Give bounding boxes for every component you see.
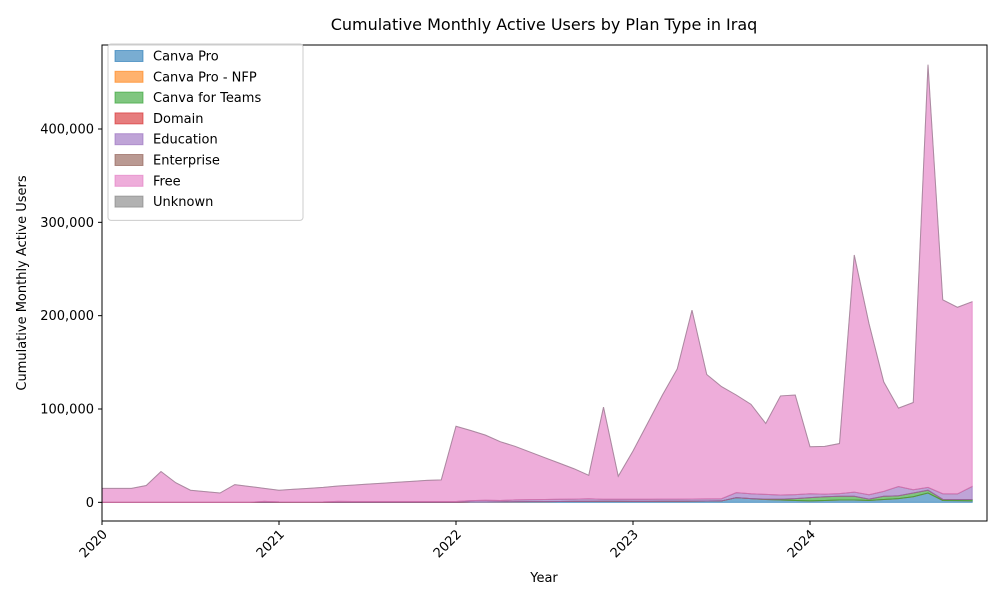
legend-label: Canva for Teams [153,91,261,106]
y-tick-label: 200,000 [40,309,94,324]
plot-frame [101,44,988,522]
y-tick-label: 400,000 [40,123,94,138]
legend-swatch [114,70,144,83]
legend-swatch [114,195,144,208]
legend-swatch [114,133,144,146]
legend-label: Domain [153,112,203,127]
x-axis-label: Year [529,571,558,586]
area-layers [101,64,973,503]
y-axis-label: Cumulative Monthly Active Users [15,175,30,390]
legend-swatch [114,174,144,187]
legend-label: Education [153,133,218,148]
y-tick-label: 0 [86,496,94,511]
y-tick-label: 100,000 [40,403,94,418]
legend-swatch [114,50,144,62]
chart-title: Cumulative Monthly Active Users by Plan … [331,15,758,34]
legend-swatch [114,154,144,166]
legend-swatch [114,91,144,104]
y-axis: 0 100,000 200,000 300,000 400,000 [40,123,102,511]
legend-box [107,43,304,221]
legend-label: Free [153,174,181,189]
area-unknown [102,64,973,494]
legend-label: Canva Pro [153,50,219,65]
legend-label: Unknown [153,195,213,210]
y-tick-label: 300,000 [40,216,94,231]
legend-label: Canva Pro - NFP [153,70,257,85]
legend-swatch [114,112,144,125]
legend-label: Enterprise [153,154,220,169]
legend: Canva Pro Canva Pro - NFP Canva for Teams D… [107,43,304,221]
